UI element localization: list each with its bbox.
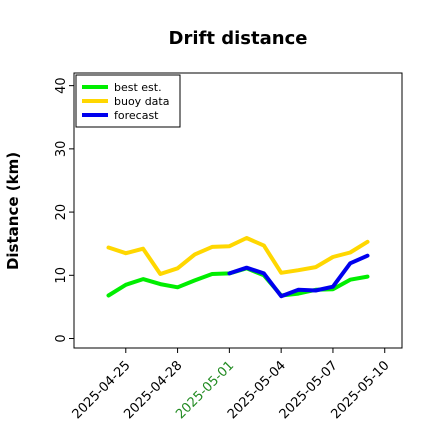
y-tick-label: 40	[54, 77, 69, 94]
plot-frame	[73, 72, 403, 349]
legend-label: best est.	[114, 81, 162, 94]
y-tick-label: 10	[54, 267, 69, 284]
chart-title: Drift distance	[169, 28, 308, 49]
y-tick-label: 30	[54, 141, 69, 158]
legend-label: forecast	[114, 109, 159, 122]
series-line-forecast	[227, 253, 370, 299]
y-tick-label: 0	[54, 334, 69, 342]
y-tick-label: 20	[54, 204, 69, 221]
legend-label: buoy data	[114, 95, 169, 108]
series-line-buoy-data	[106, 236, 370, 276]
y-axis-label: Distance (km)	[4, 152, 22, 270]
